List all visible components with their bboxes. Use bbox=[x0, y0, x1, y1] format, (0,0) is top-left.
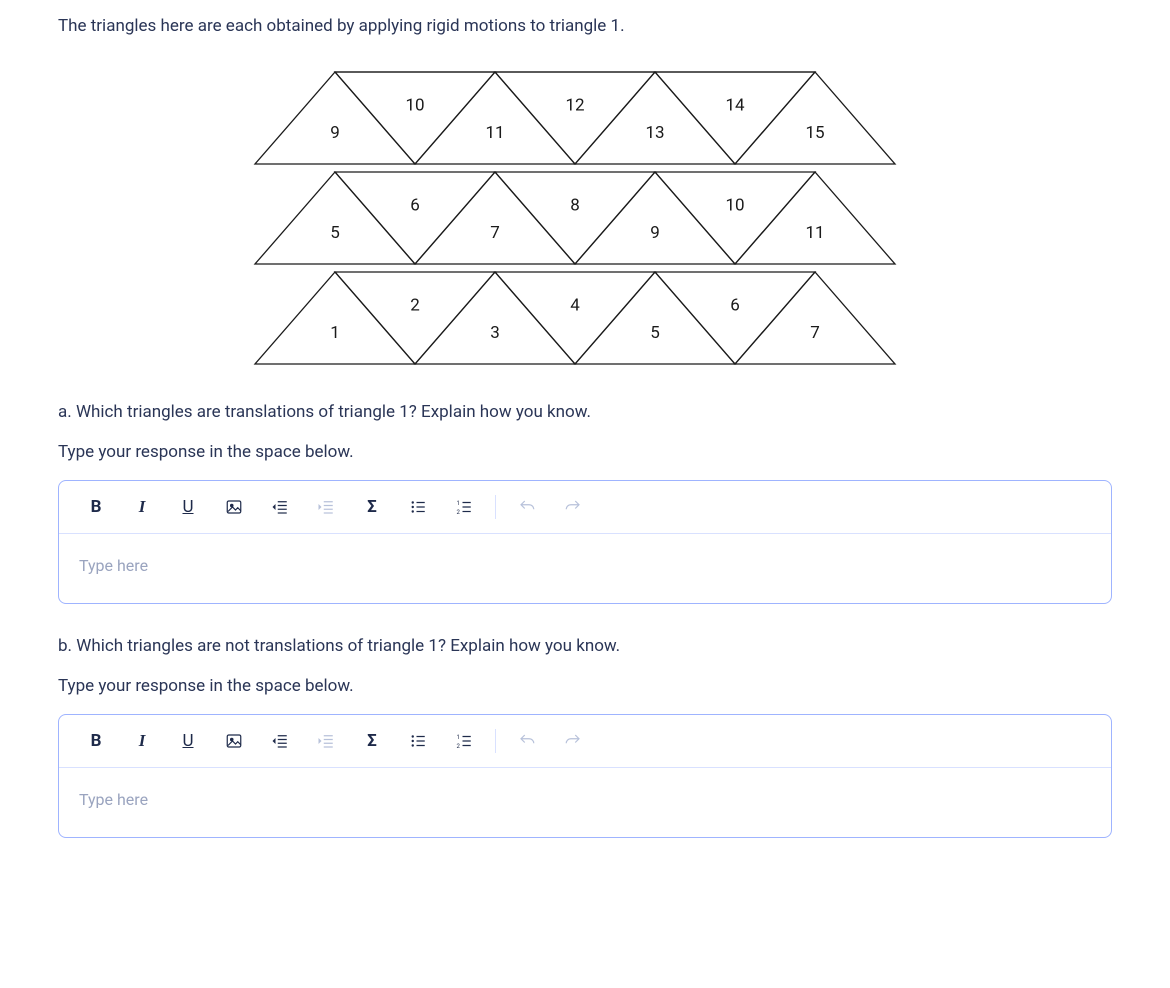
svg-text:10: 10 bbox=[405, 96, 424, 116]
underline-button[interactable]: U bbox=[165, 723, 211, 759]
question-a-instruction: Type your response in the space below. bbox=[58, 442, 1112, 462]
svg-text:1: 1 bbox=[457, 500, 460, 507]
undo-button[interactable] bbox=[504, 489, 550, 525]
svg-text:7: 7 bbox=[810, 323, 820, 343]
page: The triangles here are each obtained by … bbox=[0, 0, 1170, 930]
italic-button[interactable]: I bbox=[119, 723, 165, 759]
svg-text:13: 13 bbox=[645, 123, 664, 143]
ordered-list-button[interactable]: 12 bbox=[441, 723, 487, 759]
question-b-instruction: Type your response in the space below. bbox=[58, 676, 1112, 696]
svg-text:6: 6 bbox=[730, 296, 740, 316]
svg-text:4: 4 bbox=[570, 296, 580, 316]
indent-left-button[interactable] bbox=[257, 723, 303, 759]
svg-text:1: 1 bbox=[457, 734, 460, 741]
svg-text:1: 1 bbox=[330, 323, 340, 343]
sigma-button[interactable]: Σ bbox=[349, 489, 395, 525]
diagram-wrap: 91113151012145791168101357246 bbox=[58, 64, 1112, 374]
svg-text:8: 8 bbox=[570, 196, 580, 216]
toolbar-separator bbox=[495, 729, 496, 753]
unordered-list-button[interactable] bbox=[395, 723, 441, 759]
svg-text:2: 2 bbox=[457, 509, 461, 516]
underline-button[interactable]: U bbox=[165, 489, 211, 525]
indent-right-button[interactable] bbox=[303, 489, 349, 525]
indent-right-button[interactable] bbox=[303, 723, 349, 759]
bold-button[interactable]: B bbox=[73, 489, 119, 525]
question-b-prompt: b. Which triangles are not translations … bbox=[58, 636, 1112, 656]
svg-text:7: 7 bbox=[490, 223, 500, 243]
svg-text:5: 5 bbox=[650, 323, 660, 343]
indent-left-button[interactable] bbox=[257, 489, 303, 525]
svg-text:9: 9 bbox=[650, 223, 660, 243]
undo-button[interactable] bbox=[504, 723, 550, 759]
bold-button[interactable]: B bbox=[73, 723, 119, 759]
toolbar-a: B I U Σ 12 bbox=[59, 481, 1111, 534]
toolbar-separator bbox=[495, 495, 496, 519]
svg-text:11: 11 bbox=[805, 223, 824, 243]
image-button[interactable] bbox=[211, 489, 257, 525]
svg-text:3: 3 bbox=[490, 323, 500, 343]
toolbar-b: B I U Σ 12 bbox=[59, 715, 1111, 768]
svg-text:9: 9 bbox=[330, 123, 340, 143]
sigma-button[interactable]: Σ bbox=[349, 723, 395, 759]
svg-text:15: 15 bbox=[805, 123, 824, 143]
svg-text:2: 2 bbox=[410, 296, 420, 316]
triangles-diagram: 91113151012145791168101357246 bbox=[245, 64, 925, 374]
italic-button[interactable]: I bbox=[119, 489, 165, 525]
redo-button[interactable] bbox=[550, 489, 596, 525]
svg-text:10: 10 bbox=[725, 196, 744, 216]
intro-text: The triangles here are each obtained by … bbox=[58, 16, 1112, 36]
question-a-prompt: a. Which triangles are translations of t… bbox=[58, 402, 1112, 422]
editor-a: B I U Σ 12 bbox=[58, 480, 1112, 604]
svg-text:5: 5 bbox=[330, 223, 340, 243]
svg-text:12: 12 bbox=[565, 96, 584, 116]
response-input-a[interactable]: Type here bbox=[59, 534, 1111, 603]
response-input-b[interactable]: Type here bbox=[59, 768, 1111, 837]
svg-text:6: 6 bbox=[410, 196, 420, 216]
image-button[interactable] bbox=[211, 723, 257, 759]
redo-button[interactable] bbox=[550, 723, 596, 759]
svg-text:11: 11 bbox=[485, 123, 504, 143]
svg-text:2: 2 bbox=[457, 743, 461, 750]
editor-b: B I U Σ 12 bbox=[58, 714, 1112, 838]
unordered-list-button[interactable] bbox=[395, 489, 441, 525]
ordered-list-button[interactable]: 12 bbox=[441, 489, 487, 525]
svg-text:14: 14 bbox=[725, 96, 745, 116]
